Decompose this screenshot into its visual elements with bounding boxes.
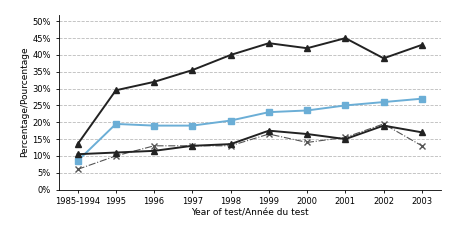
X-axis label: Year of test/Année du test: Year of test/Année du test	[191, 209, 309, 218]
Y-axis label: Percentage/Pourcentage: Percentage/Pourcentage	[20, 47, 29, 157]
